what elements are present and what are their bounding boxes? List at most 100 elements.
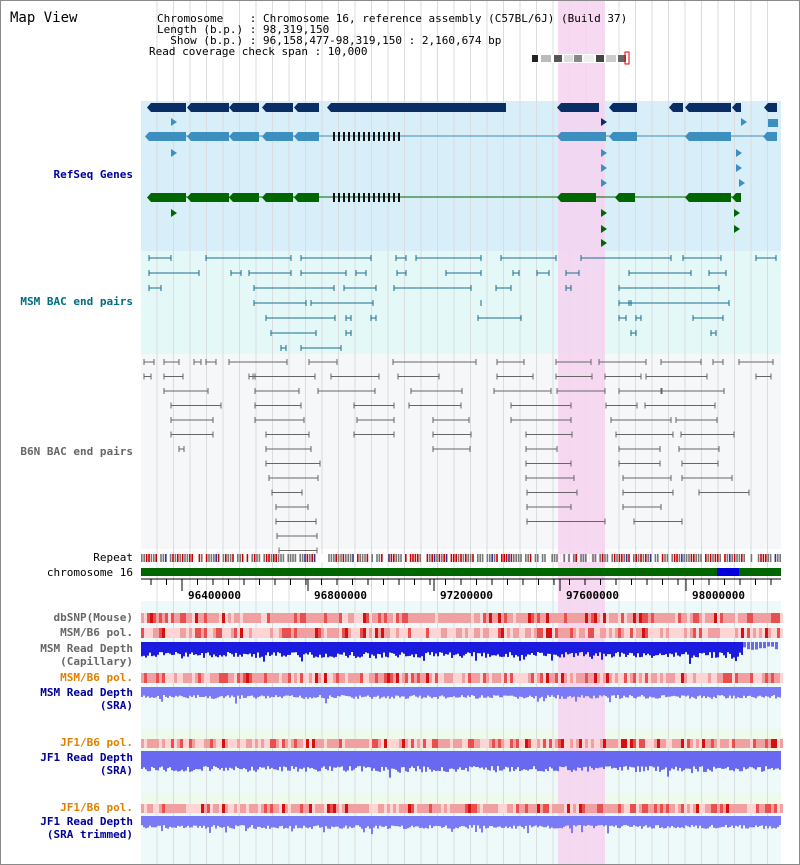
track-label-msm-bac[interactable]: MSM BAC end pairs [20,295,133,308]
heat-bin [222,739,225,748]
heat-bin [516,613,519,623]
depth-bin [529,751,531,770]
heat-bin [633,673,636,683]
heat-bin [270,613,273,623]
track-label-refseq[interactable]: RefSeq Genes [53,168,133,181]
depth-bin [773,816,775,828]
gene-exon [613,132,637,141]
depth-bin [597,751,599,769]
depth-bin [681,816,683,828]
heat-bin [657,804,660,813]
heat-bin [390,628,393,638]
repeat-feature [414,554,417,562]
heat-bin [465,613,468,623]
repeat-feature [191,554,193,562]
heat-bin [474,673,477,683]
depth-bin [509,816,511,827]
depth-bin [535,642,537,656]
heat-bin [357,804,360,813]
heat-bin [252,613,255,623]
track-label-jf1-b6-pol-1[interactable]: JF1/B6 pol. [60,736,133,749]
repeat-feature [613,554,616,562]
depth-bin [735,642,737,662]
depth-bin [717,751,719,768]
heat-bin [690,804,693,813]
heat-bin [291,673,294,683]
heat-bin [243,739,246,748]
heat-bin [396,804,399,813]
track-label-msm-b6-pol-1[interactable]: MSM/B6 pol. [60,626,133,639]
depth-bin [267,687,269,696]
heat-bin [753,804,756,813]
heat-bin [522,804,525,813]
heat-bin [765,739,768,748]
heat-bin [399,804,402,813]
depth-bin [227,816,229,827]
depth-bin [493,751,495,771]
track-label-msm-depth-sra[interactable]: MSM Read Depth [40,686,133,699]
depth-bin [731,816,733,826]
heat-bin [396,613,399,623]
repeat-feature [246,554,249,562]
heat-bin [567,628,570,638]
depth-bin [653,642,655,656]
depth-bin [749,751,751,767]
depth-bin [485,751,487,768]
depth-bin [203,751,205,767]
track-label-repeat: Repeat [93,551,133,564]
depth-bin [375,642,377,659]
heat-bin [597,804,600,813]
heat-bin [564,739,567,748]
depth-bin [703,816,705,829]
depth-bin [779,687,781,698]
heat-bin [732,739,735,748]
depth-bin [751,816,753,828]
heat-bin [678,673,681,683]
track-label-msm-b6-pol-2[interactable]: MSM/B6 pol. [60,671,133,684]
track-label-dbsnp[interactable]: dbSNP(Mouse) [53,611,133,624]
depth-bin [613,687,615,696]
gene-marker [601,149,607,157]
depth-bin [255,816,257,829]
repeat-feature [491,554,493,562]
depth-bin [517,751,519,768]
depth-bin [431,687,433,699]
track-label-jf1-b6-pol-2[interactable]: JF1/B6 pol. [60,801,133,814]
depth-bin [645,687,647,699]
depth-bin [275,687,277,696]
depth-bin [461,687,463,696]
heat-bin [465,673,468,683]
depth-bin [699,816,701,826]
depth-bin [545,751,547,770]
depth-bin [715,687,717,699]
heat-bin [615,804,618,813]
heat-bin [600,613,603,623]
gene-exon-tick [338,193,340,202]
heat-bin [501,613,504,623]
track-label-b6n-bac[interactable]: B6N BAC end pairs [20,445,133,458]
depth-bin [367,687,369,696]
heat-bin [663,673,666,683]
depth-bin [495,816,497,828]
depth-bin [769,751,771,769]
depth-bin [521,642,523,656]
heat-bin [630,628,633,638]
track-label-jf1-depth-sra[interactable]: JF1 Read Depth [40,751,133,764]
heat-bin [342,628,345,638]
depth-bin [291,687,293,696]
depth-bin [485,642,487,658]
heat-bin [624,628,627,638]
depth-bin [233,687,235,698]
track-label-msm-depth-cap[interactable]: MSM Read Depth [40,642,133,655]
depth-bin [759,687,761,696]
heat-bin [585,739,588,748]
depth-bin [169,816,171,827]
depth-bin [595,642,597,654]
depth-bin [743,642,746,648]
heat-bin [537,673,540,683]
depth-bin [163,687,165,696]
depth-bin [709,751,711,771]
track-label-jf1-depth-trim[interactable]: JF1 Read Depth [40,815,133,828]
heat-bin [300,628,303,638]
